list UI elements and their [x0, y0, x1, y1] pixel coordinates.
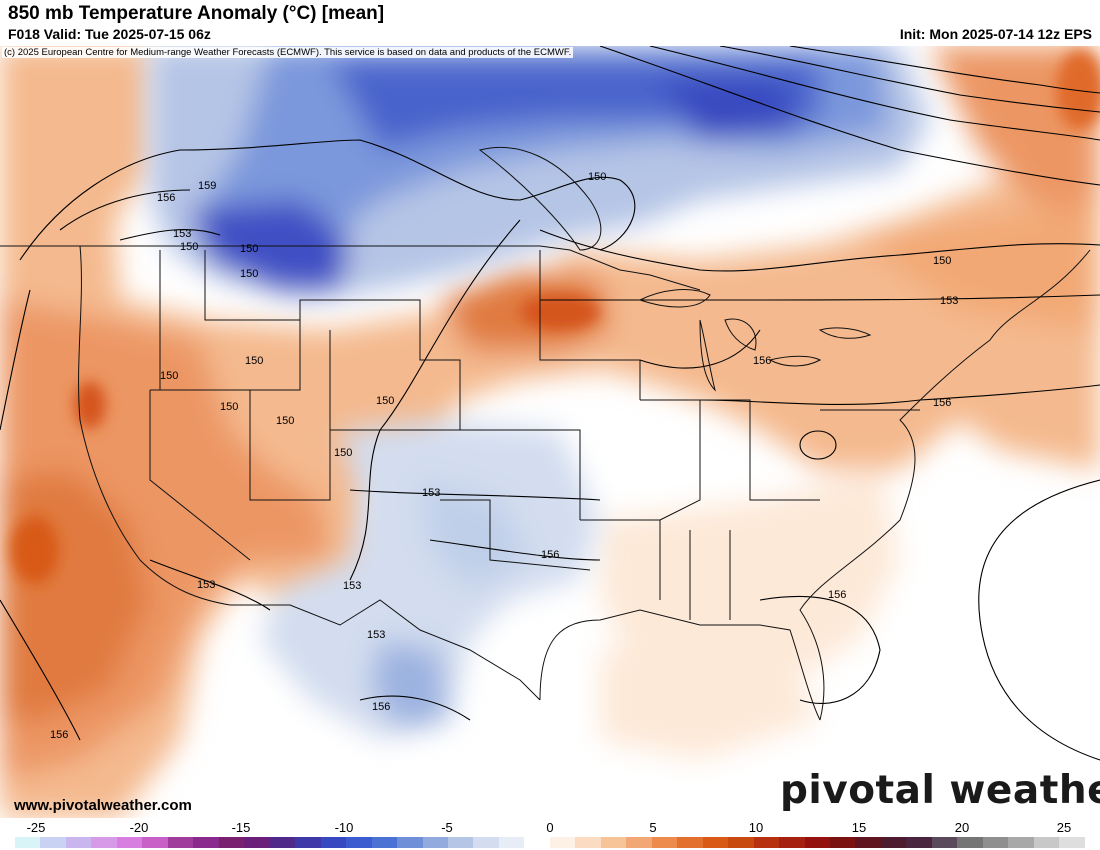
colorbar-swatch [1008, 837, 1034, 848]
header: 850 mb Temperature Anomaly (°C) [mean] F… [0, 0, 1100, 46]
colorbar-swatch [498, 837, 525, 848]
contour-label: 156 [541, 549, 559, 561]
colorbar-swatch [193, 837, 219, 848]
colorbar-tick: 20 [954, 820, 970, 835]
contour-label: 150 [160, 370, 178, 382]
colorbar-swatch [269, 837, 296, 848]
colorbar-swatch [371, 837, 398, 848]
colorbar-swatch [651, 837, 678, 848]
colorbar-swatch [422, 837, 448, 848]
colorbar-swatch [855, 837, 881, 848]
colorbar-swatch [15, 837, 41, 848]
colorbar-swatch [906, 837, 932, 848]
contour-label: 150 [588, 171, 606, 183]
colorbar-tick: -25 [26, 820, 46, 835]
contour-label: 153 [173, 228, 191, 240]
colorbar-swatch [142, 837, 168, 848]
colorbar-swatch [626, 837, 652, 848]
colorbar-swatch [880, 837, 907, 848]
colorbar-swatch [600, 837, 627, 848]
anomaly-map-svg: 159 156 153 150 150 150 150 150 150 150 … [0, 46, 1100, 818]
colorbar-swatch [957, 837, 983, 848]
contour-label: 159 [198, 180, 216, 192]
pivotal-weather-logo: pivotal weather [780, 768, 1100, 813]
contour-label: 156 [753, 355, 771, 367]
colorbar-swatch [702, 837, 729, 848]
colorbar-swatch [524, 837, 550, 848]
colorbar-swatch [753, 837, 780, 848]
map-title: 850 mb Temperature Anomaly (°C) [mean] [8, 3, 385, 24]
colorbar-swatch [804, 837, 830, 848]
colorbar-swatch [116, 837, 143, 848]
colorbar-swatches [15, 837, 1085, 848]
init-time: Init: Mon 2025-07-14 12z EPS [899, 26, 1092, 42]
contour-label: 156 [933, 397, 951, 409]
site-url: www.pivotalweather.com [14, 797, 192, 814]
colorbar-tick: -15 [231, 820, 251, 835]
colorbar-swatch [397, 837, 423, 848]
contour-label: 150 [180, 241, 198, 253]
colorbar-swatch [677, 837, 703, 848]
borders [0, 245, 1091, 721]
colorbar-swatch [549, 837, 576, 848]
contour-label: 156 [372, 701, 390, 713]
contour-label: 156 [50, 729, 68, 741]
colorbar-swatch [982, 837, 1009, 848]
colorbar-swatch [473, 837, 499, 848]
contour-label: 150 [933, 255, 951, 267]
colorbar-tick: -20 [129, 820, 149, 835]
colorbar-swatch [65, 837, 92, 848]
contour-label: 153 [343, 580, 361, 592]
colorbar-tick: -5 [441, 820, 453, 835]
cool-anomaly-fields [150, 46, 930, 740]
contour-label: 150 [245, 355, 263, 367]
contour-label: 150 [240, 268, 258, 280]
colorbar-swatch [244, 837, 270, 848]
colorbar-swatch [40, 837, 66, 848]
colorbar-swatch [320, 837, 347, 848]
contour-label: 150 [220, 401, 238, 413]
contour-label: 150 [334, 447, 352, 459]
ecmwf-credit: (c) 2025 European Centre for Medium-rang… [2, 47, 574, 58]
contour-label: 150 [240, 243, 258, 255]
colorbar-swatch [1059, 837, 1085, 848]
colorbar-swatch [167, 837, 194, 848]
colorbar-tick: 15 [851, 820, 867, 835]
colorbar-swatch [830, 837, 856, 848]
colorbar-swatch [931, 837, 958, 848]
colorbar-tick: 5 [649, 820, 657, 835]
colorbar-swatch [779, 837, 805, 848]
lakes [478, 146, 872, 392]
contour-labels: 159 156 153 150 150 150 150 150 150 150 … [50, 171, 958, 741]
colorbar-swatch [728, 837, 754, 848]
contour-label: 150 [276, 415, 294, 427]
colorbar-swatch [575, 837, 601, 848]
contour-label: 156 [157, 192, 175, 204]
valid-time: F018 Valid: Tue 2025-07-15 06z [8, 26, 211, 42]
colorbar-tick: -10 [334, 820, 354, 835]
colorbar-tick: 25 [1056, 820, 1072, 835]
contour-label: 153 [197, 579, 215, 591]
contour-label: 153 [367, 629, 385, 641]
colorbar-swatch [447, 837, 474, 848]
colorbar-tick: 0 [546, 820, 554, 835]
height-contours [0, 46, 1100, 761]
contour-label: 153 [940, 295, 958, 307]
colorbar-swatch [91, 837, 117, 848]
colorbar-swatch [346, 837, 372, 848]
colorbar-swatch [295, 837, 321, 848]
weather-map: 159 156 153 150 150 150 150 150 150 150 … [0, 46, 1100, 818]
contour-label: 156 [828, 589, 846, 601]
contour-label: 153 [422, 487, 440, 499]
colorbar-tick: 10 [748, 820, 764, 835]
contour-label: 150 [376, 395, 394, 407]
colorbar-swatch [1033, 837, 1060, 848]
colorbar-swatch [218, 837, 245, 848]
